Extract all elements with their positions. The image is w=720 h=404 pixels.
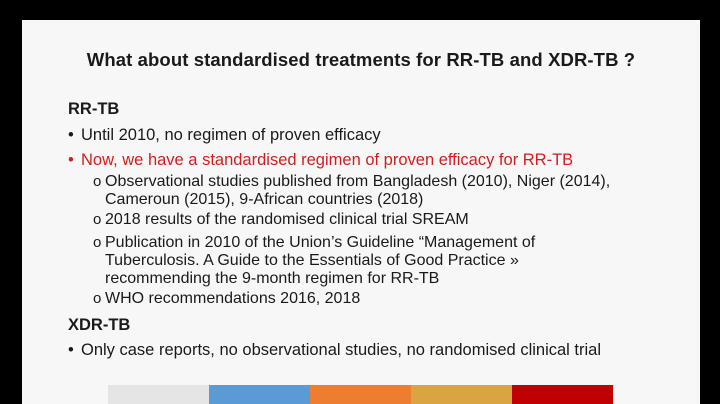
sub-item: o 2018 results of the randomised clinica…	[93, 211, 469, 229]
bullet-text: Until 2010, no regimen of proven efficac…	[81, 126, 381, 144]
bullet-item: • Until 2010, no regimen of proven effica…	[68, 126, 381, 145]
bullet-mark: •	[68, 151, 74, 169]
sub-bullet-mark: o	[93, 234, 102, 251]
sub-bullet-mark: o	[93, 290, 102, 307]
bullet-item-highlighted: • Now, we have a standardised regimen of …	[68, 151, 573, 170]
sub-item: o WHO recommendations 2016, 2018	[93, 290, 360, 308]
sub-item-text: Observational studies published from Ban…	[105, 173, 611, 208]
slide-title: What about standardised treatments for R…	[86, 49, 636, 70]
bullet-text: Only case reports, no observational stud…	[81, 341, 602, 359]
bullet-mark: •	[68, 126, 74, 144]
sub-item: o Observational studies published from B…	[93, 173, 610, 209]
sub-item: o Publication in 2010 of the Union’s Gui…	[93, 234, 535, 288]
slide: What about standardised treatments for R…	[22, 20, 700, 404]
section-heading-rr-tb: RR-TB	[68, 100, 120, 118]
sub-item-text: 2018 results of the randomised clinical …	[105, 211, 469, 228]
color-bar	[310, 385, 411, 404]
sub-bullet-mark: o	[93, 211, 102, 228]
sub-item-text: Publication in 2010 of the Union’s Guide…	[105, 234, 536, 287]
section-heading-xdr-tb: XDR-TB	[68, 316, 131, 334]
color-bar	[411, 385, 512, 404]
color-bar	[108, 385, 209, 404]
color-bar	[512, 385, 613, 404]
bullet-text: Now, we have a standardised regimen of p…	[81, 151, 574, 169]
sub-item-text: WHO recommendations 2016, 2018	[105, 290, 361, 307]
bullet-mark: •	[68, 341, 74, 359]
bullet-item: • Only case reports, no observational stu…	[68, 341, 601, 360]
footer-color-bars	[108, 385, 613, 404]
sub-bullet-mark: o	[93, 173, 102, 190]
color-bar	[209, 385, 310, 404]
